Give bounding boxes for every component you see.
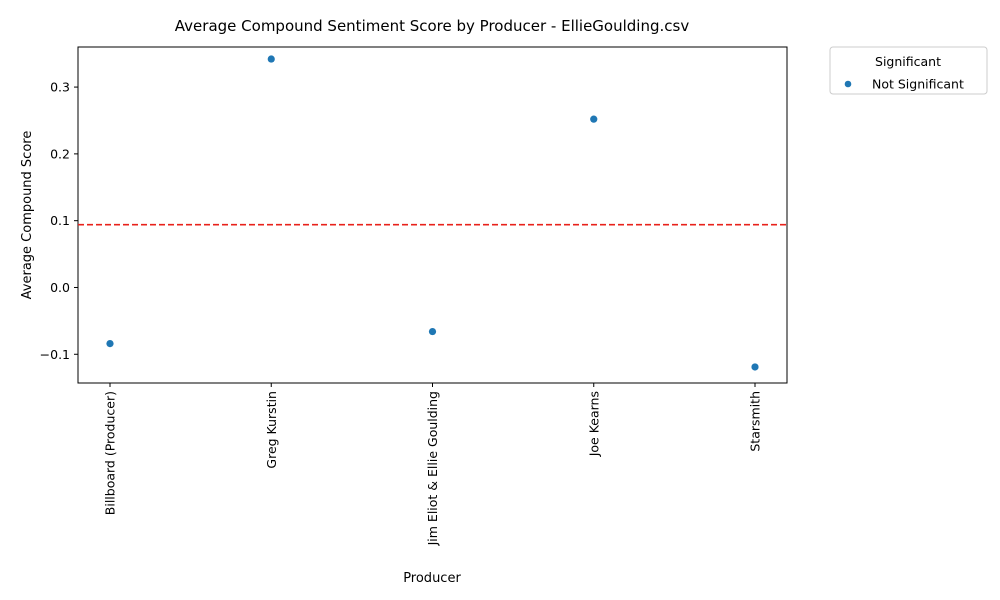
y-tick-label: 0.1 — [50, 213, 70, 228]
x-tick-label: Starsmith — [748, 391, 763, 452]
plot-area: −0.1 0.0 0.1 0.2 0.3 Billboard (Producer) Gre… — [40, 46, 788, 546]
legend-label-not-significant: Not Significant — [872, 77, 964, 92]
x-tick-label: Billboard (Producer) — [103, 391, 118, 515]
data-point — [106, 339, 114, 348]
y-tick-label: −0.1 — [40, 347, 70, 362]
y-tick-label: 0.2 — [50, 146, 70, 161]
legend-marker-not-significant — [844, 80, 852, 88]
legend: Significant Not Significant — [829, 46, 988, 95]
y-axis: −0.1 0.0 0.1 0.2 0.3 — [40, 80, 78, 362]
x-tick-label: Joe Kearns — [586, 391, 601, 457]
data-point — [267, 55, 275, 63]
legend-frame — [829, 46, 988, 95]
x-tick-label: Jim Eliot & Ellie Goulding — [425, 391, 440, 546]
data-point — [428, 327, 437, 336]
data-point — [590, 115, 598, 123]
data-point — [751, 363, 759, 371]
y-tick-label: 0.3 — [50, 80, 70, 95]
x-axis-label: Producer — [403, 571, 461, 586]
y-axis-label: Average Compound Score — [20, 131, 35, 300]
y-tick-label: 0.0 — [50, 280, 70, 295]
x-axis: Billboard (Producer) Greg Kurstin Jim Elio… — [103, 383, 763, 546]
chart-title: Average Compound Sentiment Score by Prod… — [175, 17, 690, 35]
x-tick-label: Greg Kurstin — [264, 391, 279, 469]
legend-title: Significant — [875, 54, 941, 69]
data-points — [106, 55, 759, 371]
